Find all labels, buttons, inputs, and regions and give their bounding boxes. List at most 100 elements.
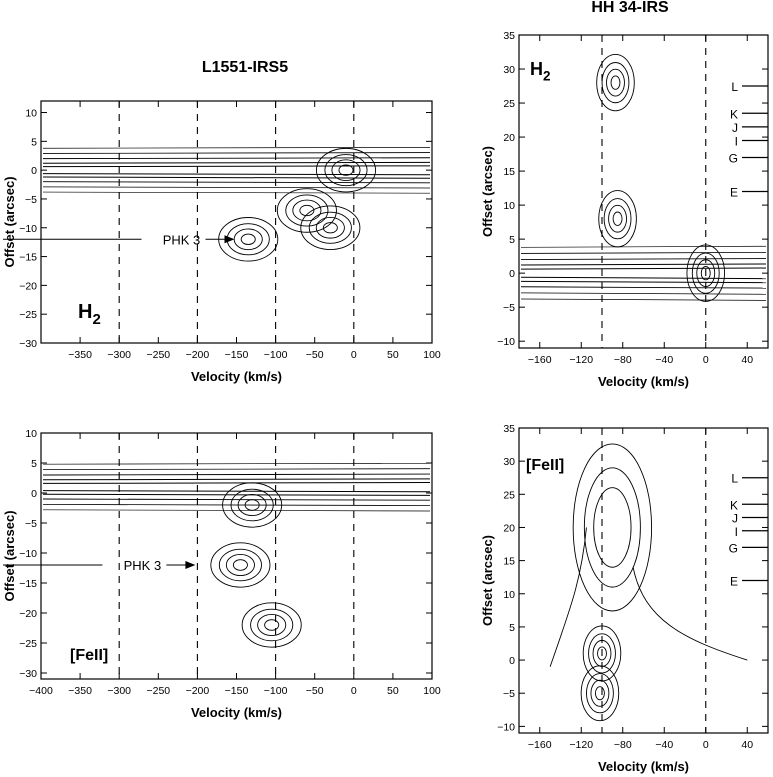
continuum-contour xyxy=(520,258,767,260)
jet-contour xyxy=(593,487,632,568)
y-tick-label: 25 xyxy=(503,489,515,501)
plot-area xyxy=(42,433,431,679)
knot-contour xyxy=(292,199,322,222)
knot-contour xyxy=(240,233,256,245)
y-tick-label: −10 xyxy=(19,548,37,560)
x-tick-label: −350 xyxy=(68,685,92,697)
y-tick-label: 5 xyxy=(31,136,37,148)
y-tick-label: 15 xyxy=(503,166,515,178)
y-tick-label: −20 xyxy=(19,608,37,620)
x-tick-label: 40 xyxy=(741,354,753,366)
x-axis-label: Velocity (km/s) xyxy=(191,369,282,384)
y-tick-label: −10 xyxy=(19,223,37,235)
knot-contour xyxy=(700,265,711,281)
x-tick-label: 0 xyxy=(351,685,357,697)
knot-contour xyxy=(590,679,610,707)
continuum-contour xyxy=(42,191,431,194)
annotation-arrowhead xyxy=(185,561,196,569)
emission-line-label: [FeII] xyxy=(70,647,108,664)
continuum-contour xyxy=(520,280,767,284)
knot-contour xyxy=(324,154,368,187)
y-tick-label: −5 xyxy=(25,194,37,206)
y-tick-label: 0 xyxy=(509,268,515,280)
y-tick-label: 5 xyxy=(509,622,515,634)
knot-marker-label: I xyxy=(735,134,738,148)
continuum-contour xyxy=(42,490,431,493)
knot-contour xyxy=(606,68,625,97)
knot-marker-label: G xyxy=(729,151,738,165)
continuum-contour xyxy=(520,292,767,295)
knot-contour xyxy=(210,542,271,588)
knot-contour xyxy=(218,548,262,582)
y-axis-label: Offset (arcsec) xyxy=(2,176,17,267)
knot-contour xyxy=(315,147,376,193)
y-tick-label: 10 xyxy=(503,589,515,601)
x-tick-label: −150 xyxy=(225,349,249,361)
x-tick-label: −300 xyxy=(107,685,131,697)
knot-contour xyxy=(225,554,255,576)
annotation-arrowhead xyxy=(224,235,235,244)
knot-contour xyxy=(612,211,623,226)
jet-outline xyxy=(549,527,748,667)
knot-contour xyxy=(338,164,354,176)
x-tick-label: −250 xyxy=(146,349,170,361)
annotation-label: PHK 3 xyxy=(163,232,201,247)
knot-marker-label: E xyxy=(730,186,738,200)
y-tick-label: −15 xyxy=(19,578,37,590)
x-tick-label: −120 xyxy=(569,739,593,751)
knot-contour xyxy=(696,259,716,288)
knot-contour xyxy=(686,244,726,302)
knot-contour xyxy=(601,62,630,104)
knot-contour xyxy=(244,499,260,511)
continuum-contour xyxy=(42,181,431,184)
continuum-contour xyxy=(520,276,767,280)
x-tick-label: 0 xyxy=(703,739,709,751)
y-tick-label: 10 xyxy=(25,428,37,440)
y-tick-label: 10 xyxy=(25,108,37,120)
y-tick-label: 0 xyxy=(31,488,37,500)
emission-line-label: [FeII] xyxy=(526,457,564,474)
x-tick-label: −200 xyxy=(186,685,210,697)
knot-marker-label: J xyxy=(732,512,738,526)
x-tick-label: −40 xyxy=(655,739,673,751)
x-tick-label: −350 xyxy=(68,349,92,361)
x-tick-label: 0 xyxy=(703,354,709,366)
continuum-contour xyxy=(42,176,431,179)
continuum-contour xyxy=(42,462,431,465)
knot-marker-label: G xyxy=(729,541,738,555)
jet-contour xyxy=(572,443,653,612)
knot-contour xyxy=(300,205,361,250)
panel-hh34-h2: −160 −120 −80 −40 0 40 35 30 25 20 15 10 5 0 −5 −10 Velo… xyxy=(480,30,769,389)
knot-contour xyxy=(331,159,361,181)
plot-area xyxy=(549,428,748,733)
panel-l1551-feii: −400 −350 −300 −250 −200 −150 −100 −50 0 50 100105… xyxy=(2,428,441,720)
continuum-contour xyxy=(42,478,431,481)
knot-marker-label: L xyxy=(731,472,738,486)
plot-area xyxy=(42,101,431,343)
knot-contour xyxy=(603,198,632,240)
y-tick-label: 30 xyxy=(503,64,515,76)
continuum-contour xyxy=(42,509,431,512)
knot-contour xyxy=(308,211,352,244)
x-axis-label: Velocity (km/s) xyxy=(598,374,689,389)
continuum-contour xyxy=(42,173,431,176)
continuum-contour xyxy=(42,147,431,149)
x-tick-label: 0 xyxy=(351,349,357,361)
knot-contour xyxy=(588,633,616,674)
knot-contour xyxy=(315,216,345,239)
x-tick-label: −150 xyxy=(225,685,249,697)
y-tick-label: 5 xyxy=(31,458,37,470)
x-tick-label: 100 xyxy=(423,349,441,361)
x-tick-label: −50 xyxy=(306,685,324,697)
continuum-contour xyxy=(42,157,431,160)
annotation-label: PHK 3 xyxy=(124,558,162,573)
x-tick-label: −200 xyxy=(186,349,210,361)
x-tick-label: −250 xyxy=(146,685,170,697)
x-tick-label: −80 xyxy=(614,739,632,751)
knot-contour xyxy=(586,673,614,714)
knot-contour xyxy=(610,75,621,90)
continuum-contour xyxy=(520,298,767,301)
continuum-contour xyxy=(42,165,431,168)
knot-contour xyxy=(232,559,248,571)
x-tick-label: −400 xyxy=(29,685,53,697)
